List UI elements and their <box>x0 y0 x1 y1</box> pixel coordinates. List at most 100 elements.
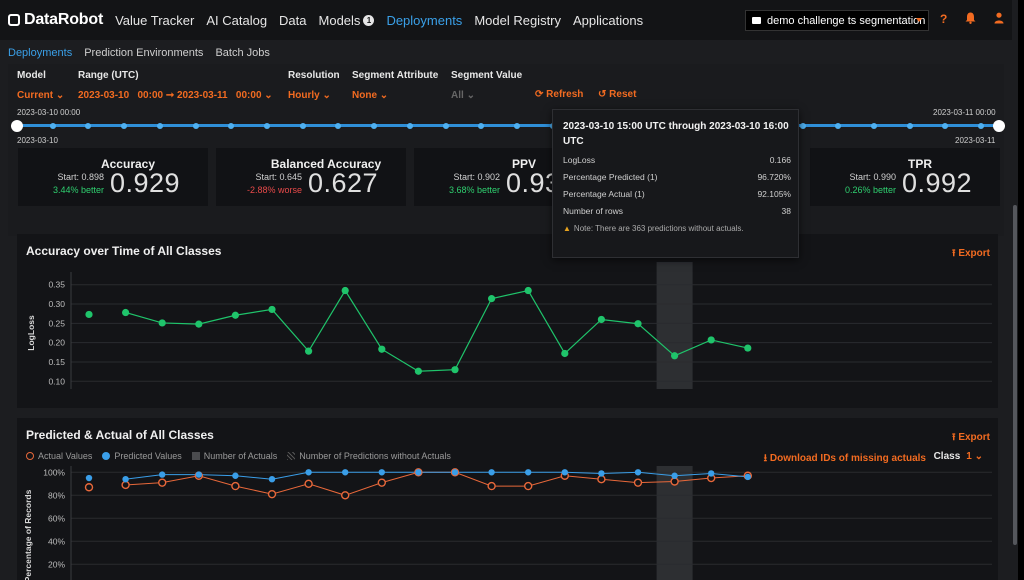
actual-point[interactable] <box>231 481 240 491</box>
filter-resolution-value[interactable]: Hourly ⌄ <box>288 90 331 101</box>
filter-range[interactable]: Range (UTC) 2023-03-10 00:00 ➞ 2023-03-1… <box>78 70 273 101</box>
datarobot-logo[interactable]: DataRobot <box>8 11 103 29</box>
legend-number-actuals[interactable]: Number of Actuals <box>191 451 277 461</box>
nav-item-data[interactable]: Data <box>279 12 307 28</box>
filter-range-value[interactable]: 2023-03-10 00:00 ➞ 2023-03-11 00:00 ⌄ <box>78 90 273 101</box>
actual-point[interactable] <box>377 478 386 487</box>
timeline-start-handle[interactable] <box>11 120 23 132</box>
download-missing-actuals-button[interactable]: ⭳ Download IDs of missing actuals <box>763 453 926 464</box>
actual-point[interactable] <box>597 474 606 484</box>
subnav-item-deployments[interactable]: Deployments <box>8 47 73 59</box>
logloss-point[interactable] <box>378 345 386 353</box>
accuracy-export-button[interactable]: ⭱ Export <box>952 248 990 259</box>
timeline-point[interactable] <box>871 123 878 129</box>
actual-point[interactable] <box>121 480 130 490</box>
bell-icon[interactable] <box>965 12 976 27</box>
timeline-point[interactable] <box>513 123 520 129</box>
actual-point[interactable] <box>487 481 496 491</box>
predicted-point[interactable] <box>85 474 93 482</box>
filter-model[interactable]: Model Current ⌄ <box>17 70 64 101</box>
timeline-point[interactable] <box>263 123 270 129</box>
timeline-point[interactable] <box>371 123 378 129</box>
legend-predictions-without-actuals[interactable]: Number of Predictions without Actuals <box>287 451 451 461</box>
predicted-point[interactable] <box>305 469 312 476</box>
reset-button[interactable]: ↺ Reset <box>598 89 637 100</box>
timeline-point[interactable] <box>835 123 842 129</box>
legend-predicted[interactable]: Predicted Values <box>102 451 182 461</box>
timeline-point[interactable] <box>299 123 306 129</box>
timeline-point[interactable] <box>49 123 56 129</box>
actual-point[interactable] <box>341 491 350 500</box>
scrollbar-thumb[interactable] <box>1013 205 1017 545</box>
timeline-point[interactable] <box>406 123 413 129</box>
logloss-point[interactable] <box>634 320 642 328</box>
nav-item-models[interactable]: Models 1 <box>319 13 375 28</box>
predicted-point[interactable] <box>378 469 385 476</box>
logloss-point[interactable] <box>671 352 679 360</box>
legend-actual[interactable]: Actual Values <box>26 451 92 461</box>
scrollbar[interactable] <box>1012 40 1018 580</box>
predicted-export-button[interactable]: ⭱ Export <box>952 432 990 443</box>
timeline-point[interactable] <box>906 123 913 129</box>
subnav-item-batch-jobs[interactable]: Batch Jobs <box>215 47 270 59</box>
nav-item-value-tracker[interactable]: Value Tracker <box>115 12 195 28</box>
predicted-point[interactable] <box>122 475 129 483</box>
timeline-point[interactable] <box>192 123 199 129</box>
actual-point[interactable] <box>267 489 277 499</box>
timeline-point[interactable] <box>442 123 449 129</box>
predicted-point[interactable] <box>342 469 349 476</box>
actual-point[interactable] <box>157 478 167 487</box>
logloss-point[interactable] <box>305 347 313 355</box>
timeline-point[interactable] <box>85 123 92 129</box>
actual-point[interactable] <box>633 478 643 487</box>
predicted-point[interactable] <box>232 472 239 479</box>
logloss-point[interactable] <box>122 308 130 317</box>
timeline-point[interactable] <box>156 123 163 129</box>
logloss-point[interactable] <box>85 310 93 319</box>
predicted-point[interactable] <box>598 470 605 477</box>
logloss-point[interactable] <box>195 320 203 328</box>
predicted-point[interactable] <box>671 472 678 479</box>
metric-card-balanced-accuracy[interactable]: Balanced Accuracy Start: 0.645 -2.88% wo… <box>216 148 406 206</box>
filter-segment-attribute-value[interactable]: None ⌄ <box>352 90 389 101</box>
predicted-point[interactable] <box>525 469 532 476</box>
subnav-item-prediction-environments[interactable]: Prediction Environments <box>84 47 204 59</box>
predicted-point[interactable] <box>488 469 495 476</box>
timeline-point[interactable] <box>942 123 949 129</box>
predicted-point[interactable] <box>268 475 276 483</box>
actual-point[interactable] <box>524 481 533 491</box>
actual-point[interactable] <box>84 483 94 492</box>
class-selector[interactable]: Class 1 ⌄ <box>933 451 983 462</box>
logloss-point[interactable] <box>158 319 166 327</box>
filter-segment-attribute[interactable]: Segment Attribute None ⌄ <box>352 70 438 101</box>
predicted-point[interactable] <box>415 469 422 476</box>
metric-card-accuracy[interactable]: Accuracy Start: 0.898 3.44% better 0.929 <box>18 148 208 206</box>
predicted-point[interactable] <box>451 469 459 476</box>
logloss-point[interactable] <box>561 349 569 358</box>
timeline-point[interactable] <box>478 123 485 129</box>
logloss-point[interactable] <box>341 286 349 295</box>
metric-card-tpr[interactable]: TPR Start: 0.990 0.26% better 0.992 <box>810 148 1000 206</box>
actual-point[interactable] <box>670 477 679 486</box>
predicted-point[interactable] <box>159 471 166 478</box>
filter-resolution[interactable]: Resolution Hourly ⌄ <box>288 70 340 101</box>
filter-segment-value[interactable]: Segment Value All ⌄ <box>451 70 522 101</box>
user-icon[interactable] <box>994 12 1004 27</box>
actual-point[interactable] <box>304 479 313 488</box>
logloss-point[interactable] <box>451 366 459 374</box>
nav-item-applications[interactable]: Applications <box>573 12 644 28</box>
refresh-button[interactable]: ⟳ Refresh <box>535 89 584 100</box>
timeline-end-handle[interactable] <box>993 120 1005 132</box>
nav-item-deployments[interactable]: Deployments <box>386 12 463 28</box>
logloss-point[interactable] <box>231 311 239 319</box>
predicted-point[interactable] <box>195 471 202 478</box>
logloss-point[interactable] <box>414 367 422 375</box>
logloss-point[interactable] <box>488 295 496 303</box>
timeline-point[interactable] <box>121 123 128 129</box>
timeline-point[interactable] <box>335 123 342 129</box>
nav-item-ai-catalog[interactable]: AI Catalog <box>206 12 268 28</box>
filter-model-value[interactable]: Current ⌄ <box>17 90 65 101</box>
predicted-point[interactable] <box>561 469 568 476</box>
logloss-point[interactable] <box>268 305 276 314</box>
timeline-point[interactable] <box>228 123 235 129</box>
